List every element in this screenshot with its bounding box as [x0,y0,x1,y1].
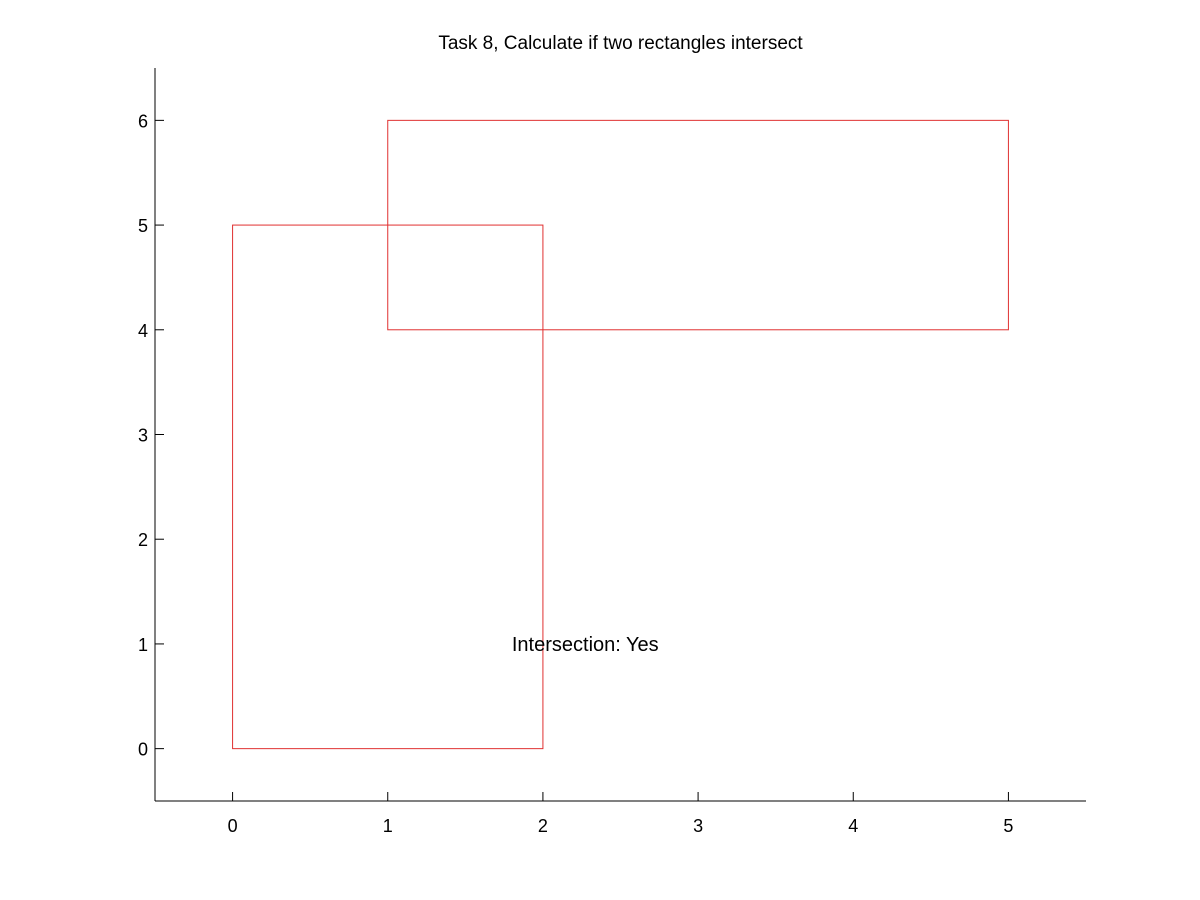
y-tick-label: 4 [138,321,148,341]
plot-area [232,119,1009,750]
intersection-result-label: Intersection: Yes [512,634,659,656]
y-tick-label: 6 [138,111,148,131]
axes: 0 1 2 3 4 5 0 1 2 3 4 5 6 [138,68,1086,836]
y-tick-label: 5 [138,216,148,236]
x-tick-label: 1 [383,816,393,836]
x-tick-label: 0 [228,816,238,836]
y-tick-label: 0 [138,740,148,760]
x-tick-label: 3 [693,816,703,836]
chart-title: Task 8, Calculate if two rectangles inte… [438,33,803,54]
rectangle-2 [387,119,1009,331]
x-tick-label: 4 [848,816,858,836]
y-tick-label: 3 [138,426,148,446]
x-tick-label: 5 [1003,816,1013,836]
x-tick-label: 2 [538,816,548,836]
y-tick-label: 1 [138,635,148,655]
annotations: Intersection: Yes [512,634,659,656]
y-tick-label: 2 [138,530,148,550]
